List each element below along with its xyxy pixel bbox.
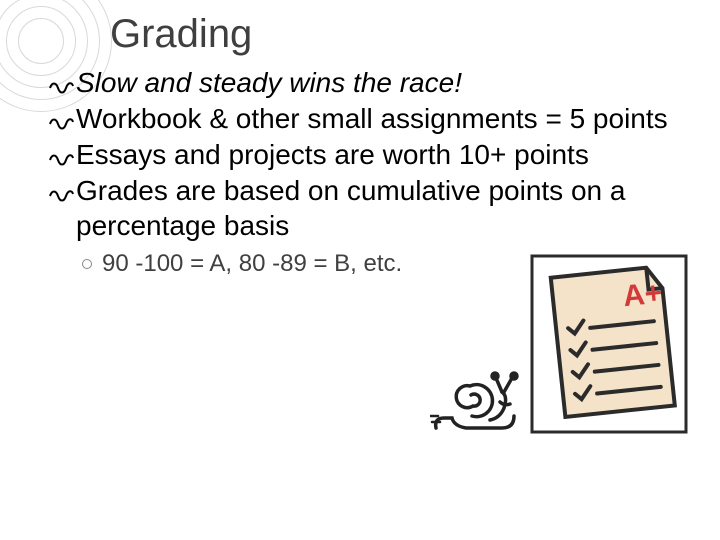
scrawl-bullet-icon: [48, 72, 74, 100]
bullet-item: Workbook & other small assignments = 5 p…: [48, 102, 708, 136]
scrawl-bullet-icon: [48, 180, 74, 208]
bullet-text: Workbook & other small assignments = 5 p…: [76, 102, 708, 136]
scrawl-bullet-icon: [48, 108, 74, 136]
bullet-text: Grades are based on cumulative points on…: [76, 174, 708, 242]
ring-bullet-icon: [82, 259, 92, 269]
snail-icon: [430, 370, 520, 440]
svg-text:A+: A+: [621, 276, 663, 313]
scrawl-bullet-icon: [48, 144, 74, 172]
report-card-icon: A+: [530, 254, 688, 434]
bullet-item: Slow and steady wins the race!: [48, 66, 708, 100]
bullet-item: Essays and projects are worth 10+ points: [48, 138, 708, 172]
bullet-text: Slow and steady wins the race!: [76, 66, 708, 100]
sub-bullet-text: 90 -100 = A, 80 -89 = B, etc.: [102, 250, 402, 277]
slide: Grading Slow and steady wins the race! W…: [0, 0, 720, 540]
bullet-text: Essays and projects are worth 10+ points: [76, 138, 708, 172]
bullet-item: Grades are based on cumulative points on…: [48, 174, 708, 242]
slide-body: Slow and steady wins the race! Workbook …: [48, 66, 708, 278]
slide-title: Grading: [110, 12, 252, 57]
